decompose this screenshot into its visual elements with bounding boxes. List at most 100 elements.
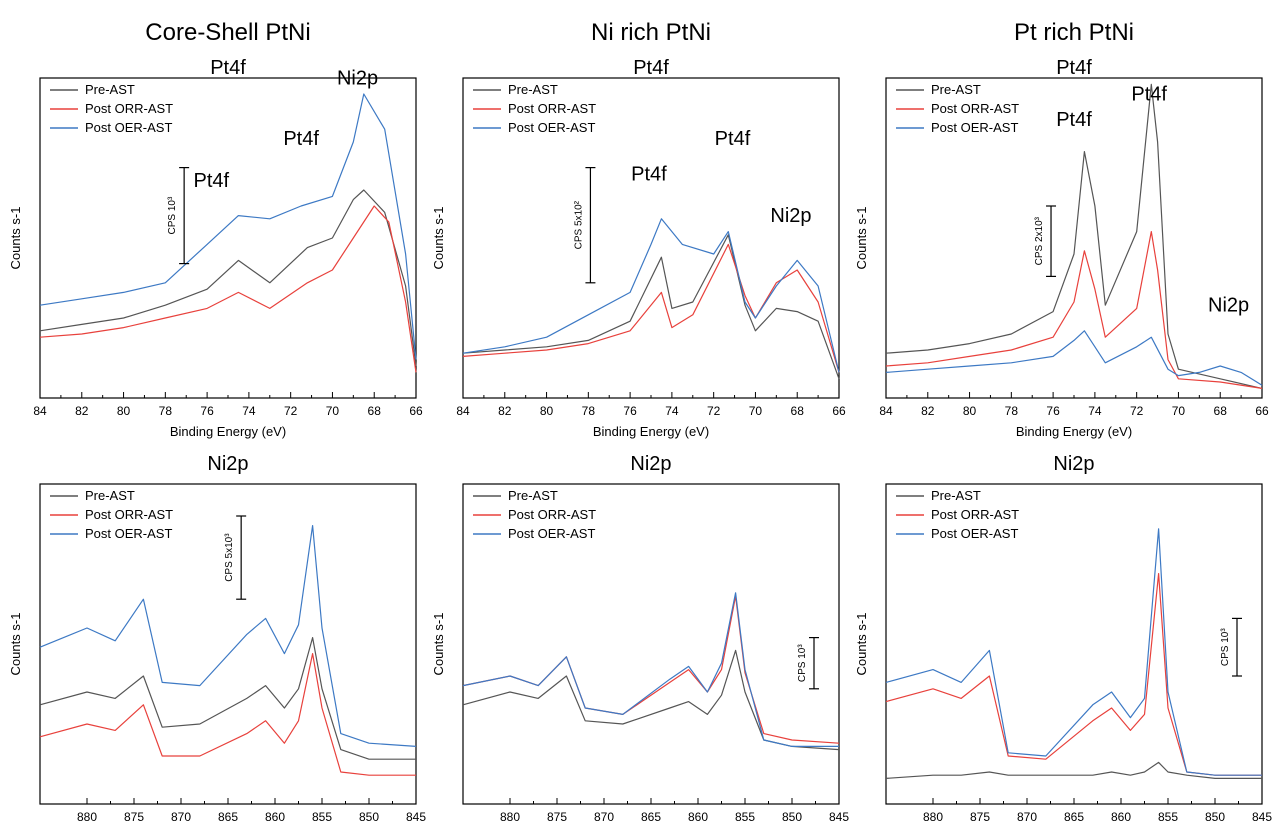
- series-line-pre-ast: [39, 637, 416, 760]
- series-line-post-oer-ast: [885, 528, 1262, 776]
- series-line-pre-ast: [462, 649, 840, 751]
- series-line-post-orr-ast: [462, 595, 840, 744]
- x-tick-label: 855: [735, 810, 755, 824]
- x-tick-label: 850: [359, 810, 379, 824]
- y-axis-label: Counts s-1: [431, 207, 446, 270]
- x-tick-label: 865: [1064, 810, 1084, 824]
- legend-label: Pre-AST: [508, 488, 558, 503]
- series-line-post-oer-ast: [39, 525, 417, 747]
- x-tick-label: 68: [368, 404, 382, 418]
- x-tick-label: 72: [284, 404, 298, 418]
- y-axis-label: Counts s-1: [431, 613, 446, 676]
- x-tick-label: 870: [594, 810, 614, 824]
- x-tick-label: 860: [265, 810, 285, 824]
- legend-label: Post ORR-AST: [85, 101, 173, 116]
- y-axis-label: Counts s-1: [854, 207, 869, 270]
- x-tick-label: 82: [498, 404, 512, 418]
- x-tick-label: 845: [1252, 810, 1272, 824]
- legend-label: Pre-AST: [85, 82, 135, 97]
- x-tick-label: 84: [456, 404, 470, 418]
- x-tick-label: 875: [547, 810, 567, 824]
- scale-bar-label: CPS 10³: [797, 644, 808, 682]
- y-axis-label: Counts s-1: [854, 613, 869, 676]
- x-tick-label: 845: [829, 810, 849, 824]
- x-tick-label: 74: [665, 404, 679, 418]
- x-tick-label: 80: [117, 404, 131, 418]
- chart-panel-5: Ni2p880875870865860855850845Binding Ener…: [431, 453, 849, 831]
- x-tick-label: 82: [921, 404, 935, 418]
- legend-label: Post OER-AST: [85, 120, 172, 135]
- legend-label: Post OER-AST: [931, 120, 1018, 135]
- x-tick-label: 76: [623, 404, 637, 418]
- panel-title: Ni2p: [1053, 453, 1094, 475]
- legend-label: Post OER-AST: [931, 526, 1018, 541]
- series-line-post-oer-ast: [885, 330, 1263, 386]
- scale-bar-label: CPS 2x10³: [1034, 216, 1045, 265]
- x-tick-label: 82: [75, 404, 89, 418]
- x-tick-label: 84: [879, 404, 893, 418]
- x-tick-label: 68: [791, 404, 805, 418]
- x-tick-label: 855: [1158, 810, 1178, 824]
- x-tick-label: 68: [1214, 404, 1228, 418]
- legend-label: Post OER-AST: [508, 120, 595, 135]
- x-tick-label: 66: [1255, 404, 1269, 418]
- x-tick-label: 845: [406, 810, 426, 824]
- x-tick-label: 880: [77, 810, 97, 824]
- column-title: Core-Shell PtNi: [145, 19, 310, 46]
- x-axis-label: Binding Energy (eV): [170, 424, 286, 439]
- x-tick-label: 880: [500, 810, 520, 824]
- x-tick-label: 70: [1172, 404, 1186, 418]
- x-tick-label: 66: [409, 404, 423, 418]
- x-tick-label: 74: [242, 404, 256, 418]
- x-tick-label: 74: [1088, 404, 1102, 418]
- y-axis-label: Counts s-1: [8, 207, 23, 270]
- x-tick-label: 80: [540, 404, 554, 418]
- x-tick-label: 865: [218, 810, 238, 824]
- x-tick-label: 850: [1205, 810, 1225, 824]
- legend-label: Post ORR-AST: [508, 101, 596, 116]
- x-tick-label: 880: [923, 810, 943, 824]
- x-tick-label: 78: [582, 404, 596, 418]
- panel-title: Pt4f: [210, 57, 246, 79]
- legend-label: Pre-AST: [508, 82, 558, 97]
- series-line-pre-ast: [885, 761, 1262, 779]
- y-axis-label: Counts s-1: [8, 613, 23, 676]
- x-tick-label: 860: [688, 810, 708, 824]
- legend-label: Post ORR-AST: [85, 507, 173, 522]
- legend-label: Post OER-AST: [508, 526, 595, 541]
- x-tick-label: 78: [159, 404, 173, 418]
- series-line-post-orr-ast: [462, 243, 840, 373]
- legend-label: Post ORR-AST: [931, 101, 1019, 116]
- chart-panel-1: Pt4f 84 82 80 78 76 74 72 70 68 66 Binding Energy (…: [8, 57, 423, 439]
- peak-annotation: Pt4f: [631, 163, 667, 185]
- series-line-pre-ast: [39, 189, 417, 367]
- peak-annotation: Ni2p: [770, 205, 811, 227]
- series-line-post-orr-ast: [885, 231, 1263, 389]
- scale-bar-label: CPS 10³: [1220, 628, 1231, 666]
- scale-bar-label: CPS 5x10³: [224, 533, 235, 582]
- peak-annotation: Ni2p: [337, 67, 378, 89]
- series-line-post-orr-ast: [885, 573, 1262, 776]
- x-tick-label: 76: [200, 404, 214, 418]
- panel-title: Pt4f: [633, 57, 669, 79]
- x-tick-label: 860: [1111, 810, 1131, 824]
- chart-panel-6: Ni2p880875870865860855850845Binding Ener…: [854, 453, 1272, 831]
- peak-annotation: Ni2p: [1208, 295, 1249, 317]
- legend-label: Post ORR-AST: [931, 507, 1019, 522]
- legend-label: Pre-AST: [85, 488, 135, 503]
- x-tick-label: 70: [326, 404, 340, 418]
- legend-label: Post ORR-AST: [508, 507, 596, 522]
- peak-annotation: Pt4f: [715, 128, 751, 150]
- panel-title: Ni2p: [630, 453, 671, 475]
- series-line-post-orr-ast: [39, 653, 416, 776]
- chart-panel-3: Pt4f 84 82 80 78 76 74 72 70 68 66 Binding Energy (…: [854, 57, 1269, 439]
- legend-label: Post OER-AST: [85, 526, 172, 541]
- peak-annotation: Pt4f: [193, 170, 229, 192]
- series-line-pre-ast: [462, 234, 840, 380]
- x-tick-label: 870: [1017, 810, 1037, 824]
- x-tick-label: 66: [832, 404, 846, 418]
- series-line-post-oer-ast: [39, 93, 417, 360]
- x-tick-label: 80: [963, 404, 977, 418]
- x-tick-label: 870: [171, 810, 191, 824]
- x-tick-label: 855: [312, 810, 332, 824]
